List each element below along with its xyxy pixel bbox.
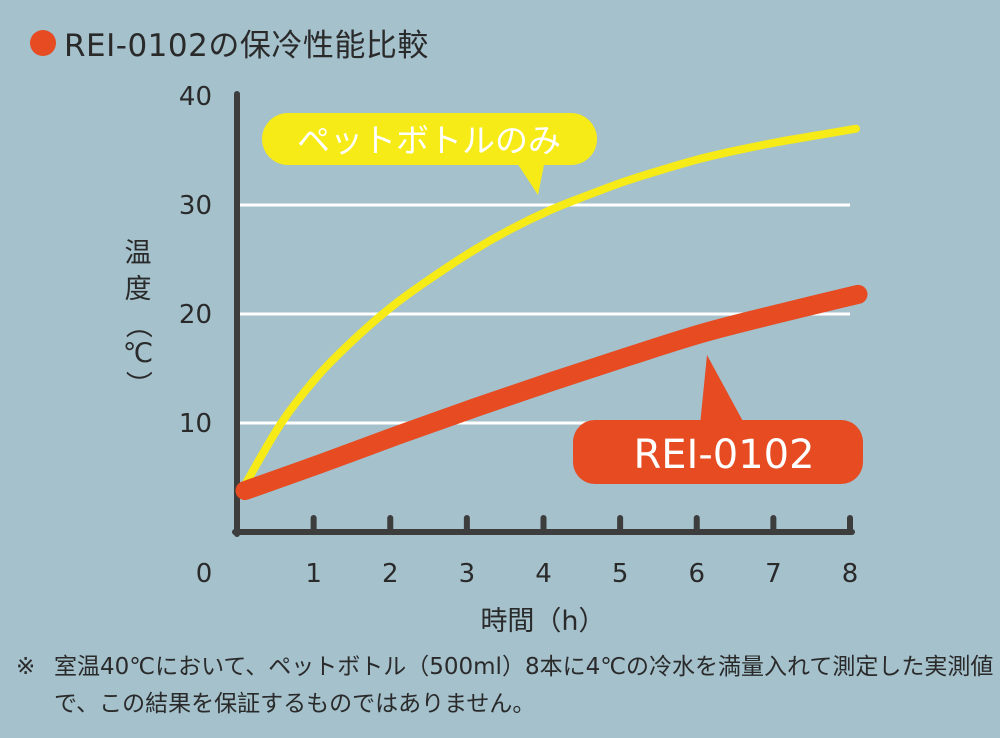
y-tick-label: 30 xyxy=(179,191,212,221)
series-layer xyxy=(235,124,868,501)
callout-pointer xyxy=(700,355,745,425)
callout-bubble xyxy=(262,113,597,165)
x-tick-label: 1 xyxy=(305,559,322,589)
x-tick-label: 7 xyxy=(765,559,782,589)
bullet-dot-icon xyxy=(30,29,56,56)
y-axis-label-char: ） xyxy=(122,371,153,398)
callout-text: REI-0102 xyxy=(633,432,814,478)
series-label-rei0102: REI-0102 xyxy=(573,355,863,484)
axis-layer xyxy=(232,91,855,537)
x-tick-label: 0 xyxy=(196,559,213,589)
y-tick-label: 10 xyxy=(179,409,212,439)
y-tick-label: 20 xyxy=(179,300,212,330)
callout-pointer xyxy=(515,160,545,195)
x-tick-label: 5 xyxy=(612,559,629,589)
callout-text: ペットボトルのみ xyxy=(297,121,561,160)
x-tick-label: 8 xyxy=(842,559,859,589)
footnote-mark: ※ xyxy=(16,654,36,680)
series-label-petbottle: ペットボトルのみ xyxy=(262,113,597,195)
x-axis-label: 時間（h） xyxy=(480,606,605,637)
label-layer: 10 20 30 40 0 1 2 3 4 5 6 7 8 時間（h） 温度 （℃） ペットボトルのみ REI-0… xyxy=(122,82,863,637)
x-tick-label: 4 xyxy=(535,559,552,589)
x-tick-label: 2 xyxy=(382,559,399,589)
y-axis-label-char: 温 xyxy=(125,238,152,269)
chart-title: REI-0102の保冷性能比較 xyxy=(64,28,429,64)
chart-title-row: REI-0102の保冷性能比較 xyxy=(30,20,429,65)
x-tick-label: 6 xyxy=(688,559,705,589)
series-line-petbottle xyxy=(239,124,860,493)
footnote: ※ 室温40℃において、ペットボトル（500ml）8本に4℃の冷水を満量入れて測… xyxy=(16,649,996,723)
y-axis-label: 温度 （℃） xyxy=(122,238,153,398)
series-line-rei0102 xyxy=(235,284,868,501)
x-tick-label: 3 xyxy=(459,559,476,589)
y-axis-label-char: ℃ xyxy=(123,338,153,369)
y-tick-label: 40 xyxy=(179,82,212,112)
y-axis-label-char: （ xyxy=(122,312,153,339)
callout-bubble xyxy=(573,420,863,484)
y-axis-label-char: 度 xyxy=(125,274,152,305)
footnote-text: 室温40℃において、ペットボトル（500ml）8本に4℃の冷水を満量入れて測定し… xyxy=(54,654,994,717)
